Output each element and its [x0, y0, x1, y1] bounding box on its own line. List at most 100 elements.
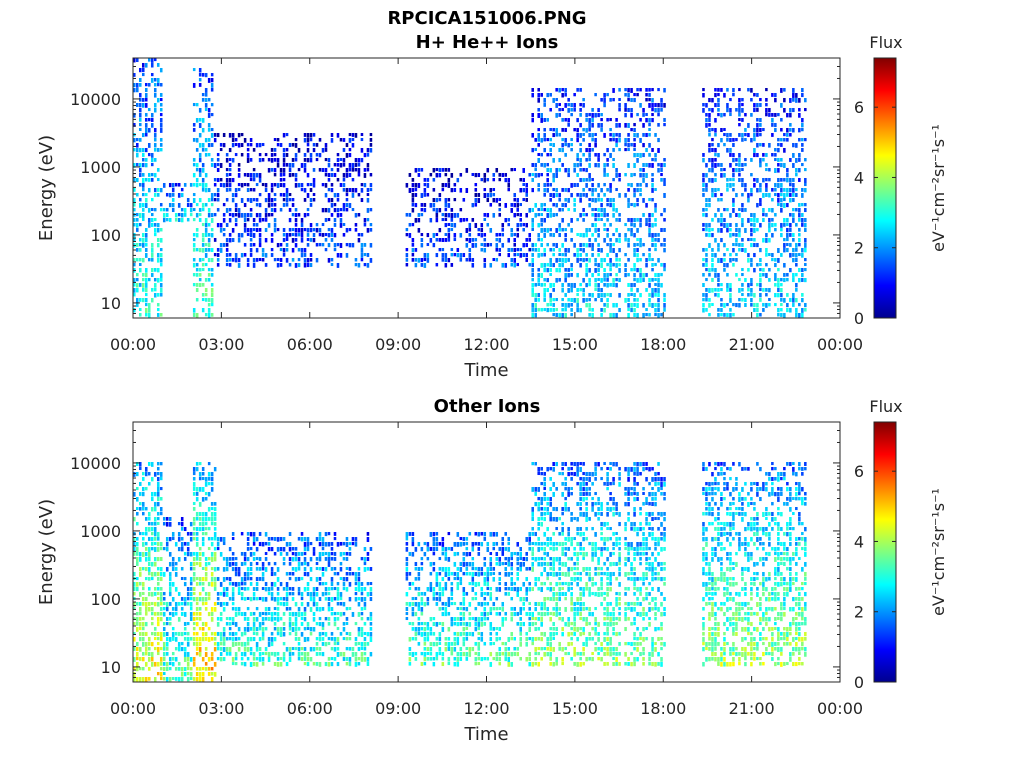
- spectrogram-cell: [663, 298, 666, 303]
- spectrogram-cell: [183, 552, 187, 556]
- spectrogram-cell: [741, 268, 744, 272]
- spectrogram-cell: [798, 213, 801, 218]
- spectrogram-cell: [291, 173, 295, 177]
- spectrogram-cell: [246, 532, 250, 536]
- spectrogram-cell: [459, 567, 463, 572]
- spectrogram-cell: [789, 113, 792, 118]
- spectrogram-cell: [291, 592, 295, 596]
- spectrogram-cell: [774, 263, 777, 268]
- spectrogram-cell: [204, 228, 208, 233]
- spectrogram-cell: [138, 128, 142, 131]
- spectrogram-cell: [246, 148, 250, 152]
- spectrogram-cell: [441, 577, 445, 581]
- spectrogram-cell: [255, 198, 259, 202]
- spectrogram-cell: [507, 218, 511, 222]
- spectrogram-cell: [798, 108, 801, 112]
- spectrogram-cell: [249, 243, 253, 247]
- spectrogram-cell: [189, 617, 193, 621]
- spectrogram-cell: [435, 532, 439, 536]
- spectrogram-cell: [144, 527, 148, 532]
- spectrogram-cell: [153, 143, 157, 148]
- spectrogram-cell: [264, 567, 268, 572]
- spectrogram-cell: [585, 178, 588, 182]
- spectrogram-cell: [171, 537, 175, 541]
- spectrogram-cell: [345, 228, 349, 233]
- spectrogram-cell: [462, 572, 466, 576]
- spectrogram-cell: [342, 163, 346, 167]
- spectrogram-cell: [558, 253, 561, 257]
- spectrogram-cell: [150, 273, 154, 277]
- spectrogram-cell: [141, 238, 145, 243]
- spectrogram-cell: [357, 163, 361, 167]
- spectrogram-cell: [210, 557, 214, 562]
- spectrogram-cell: [318, 537, 322, 542]
- spectrogram-cell: [231, 642, 235, 647]
- spectrogram-cell: [450, 173, 454, 178]
- spectrogram-cell: [573, 298, 576, 303]
- spectrogram-cell: [618, 213, 621, 217]
- spectrogram-cell: [204, 492, 208, 496]
- spectrogram-cell: [735, 233, 738, 237]
- spectrogram-cell: [573, 243, 576, 248]
- spectrogram-cell: [159, 607, 163, 611]
- spectrogram-cell: [546, 268, 549, 273]
- spectrogram-cell: [141, 98, 145, 102]
- spectrogram-cell: [702, 153, 705, 157]
- spectrogram-cell: [213, 582, 217, 587]
- spectrogram-cell: [765, 303, 768, 308]
- spectrogram-cell: [462, 537, 466, 541]
- spectrogram-cell: [133, 163, 136, 168]
- spectrogram-cell: [231, 582, 235, 586]
- spectrogram-cell: [447, 577, 451, 581]
- spectrogram-cell: [225, 577, 229, 581]
- spectrogram-cell: [414, 627, 418, 632]
- spectrogram-cell: [627, 133, 630, 137]
- spectrogram-cell: [465, 228, 469, 233]
- spectrogram-cell: [201, 627, 205, 631]
- spectrogram-cell: [225, 223, 229, 227]
- spectrogram-cell: [435, 198, 439, 203]
- spectrogram-cell: [420, 258, 424, 263]
- spectrogram-cell: [585, 128, 588, 133]
- spectrogram-cell: [294, 243, 298, 248]
- spectrogram-cell: [627, 183, 630, 187]
- spectrogram-cell: [207, 482, 211, 486]
- spectrogram-cell: [261, 542, 265, 547]
- spectrogram-cell: [585, 228, 588, 233]
- spectrogram-cell: [420, 233, 424, 237]
- spectrogram-cell: [315, 662, 319, 666]
- spectrogram-cell: [789, 308, 792, 313]
- spectrogram-cell: [282, 622, 286, 626]
- spectrogram-cell: [555, 228, 558, 233]
- spectrogram-cell: [450, 617, 454, 622]
- spectrogram-cell: [726, 228, 729, 233]
- spectrogram-cell: [444, 642, 448, 646]
- spectrogram-cell: [273, 183, 277, 187]
- spectrogram-cell: [522, 198, 525, 202]
- spectrogram-cell: [273, 198, 277, 202]
- spectrogram-cell: [471, 557, 475, 561]
- spectrogram-cell: [306, 138, 310, 143]
- spectrogram-cell: [144, 647, 148, 652]
- spectrogram-cell: [411, 627, 415, 631]
- spectrogram-cell: [150, 522, 154, 526]
- spectrogram-cell: [651, 293, 654, 298]
- spectrogram-cell: [327, 542, 331, 547]
- spectrogram-cell: [636, 268, 639, 273]
- spectrogram-cell: [561, 218, 564, 223]
- spectrogram-cell: [351, 647, 355, 652]
- spectrogram-cell: [615, 273, 618, 277]
- spectrogram-cell: [573, 283, 576, 288]
- spectrogram-cell: [333, 622, 337, 627]
- spectrogram-cell: [570, 103, 573, 108]
- spectrogram-cell: [741, 298, 744, 302]
- spectrogram-cell: [297, 213, 301, 217]
- spectrogram-cell: [729, 98, 732, 102]
- spectrogram-cell: [159, 283, 163, 288]
- spectrogram-cell: [249, 547, 253, 551]
- spectrogram-cell: [156, 512, 160, 516]
- spectrogram-cell: [288, 193, 292, 197]
- spectrogram-cell: [201, 178, 205, 183]
- spectrogram-cell: [222, 637, 226, 642]
- spectrogram-cell: [138, 103, 142, 108]
